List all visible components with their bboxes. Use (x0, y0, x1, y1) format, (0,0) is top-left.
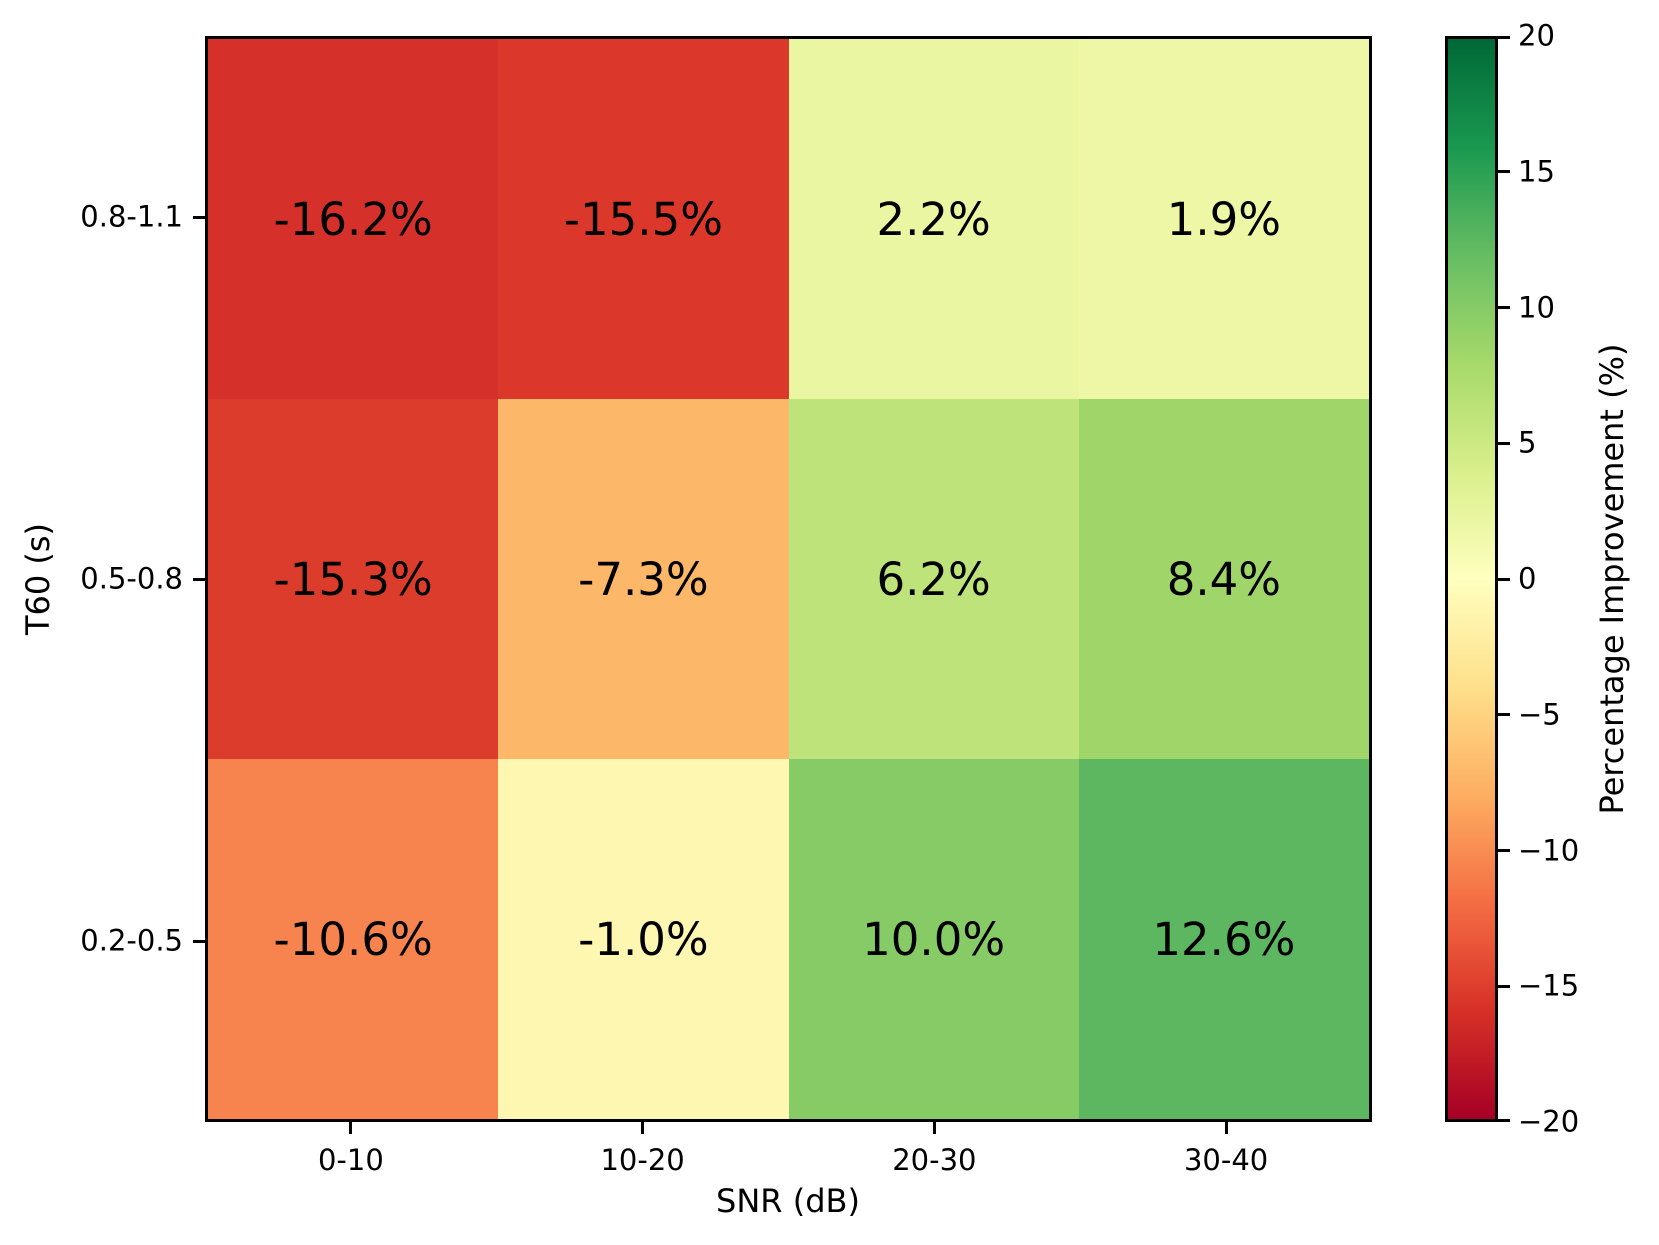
colorbar-title: Percentage Improvement (%) (1593, 343, 1631, 815)
cell-value-label: 12.6% (1152, 912, 1296, 966)
cell-value-label: -10.6% (273, 912, 433, 966)
cell-value-label: 1.9% (1166, 192, 1282, 246)
x-axis-title: SNR (dB) (716, 1182, 860, 1220)
y-axis-tick (193, 215, 205, 219)
heatmap-cell: -10.6% (208, 759, 499, 1119)
y-axis-title: T60 (s) (19, 522, 57, 636)
x-axis-tick (1224, 1122, 1228, 1134)
x-axis-tick-label: 10-20 (600, 1143, 685, 1177)
colorbar-tick-label: −10 (1518, 833, 1580, 867)
colorbar-tick (1498, 441, 1510, 445)
colorbar-tick-label: −5 (1518, 697, 1561, 732)
y-axis-tick (193, 577, 205, 581)
colorbar-gradient (1448, 39, 1495, 1119)
heatmap-cell: -1.0% (498, 759, 789, 1119)
colorbar-tick (1498, 577, 1510, 581)
cell-value-label: 8.4% (1166, 552, 1282, 606)
colorbar-tick (1498, 170, 1510, 174)
x-axis-tick-label: 30-40 (1183, 1143, 1269, 1177)
heatmap-cell: 6.2% (788, 399, 1079, 759)
x-axis-tick-label: 0-10 (317, 1143, 384, 1177)
colorbar-tick (1498, 984, 1510, 988)
colorbar (1445, 36, 1498, 1122)
colorbar-tick-label: −20 (1518, 1104, 1580, 1139)
cell-value-label: -15.5% (563, 192, 723, 246)
cell-value-label: 10.0% (862, 912, 1006, 966)
cell-value-label: -16.2% (273, 192, 433, 246)
colorbar-tick (1498, 306, 1510, 309)
colorbar-tick-label: 5 (1518, 425, 1537, 460)
colorbar-tick (1498, 849, 1510, 852)
colorbar-tick (1498, 36, 1510, 39)
heatmap-cell: 10.0% (788, 759, 1079, 1119)
heatmap-plot-area: -16.2% -15.5% 2.2% 1.9% -15.3% -7.3% 6.2% 8.4% -… (205, 36, 1372, 1122)
y-axis-tick (193, 939, 205, 943)
heatmap-cell: -15.5% (498, 39, 789, 399)
y-axis-tick-label: 0.2-0.5 (80, 923, 183, 958)
y-axis-tick-label: 0.5-0.8 (80, 561, 183, 596)
heatmap-cell-grid: -16.2% -15.5% 2.2% 1.9% -15.3% -7.3% 6.2% 8.4% -… (208, 39, 1369, 1119)
x-axis-tick-label: 20-30 (892, 1143, 977, 1177)
heatmap-cell: -16.2% (208, 39, 499, 399)
heatmap-cell: 1.9% (1078, 39, 1369, 399)
cell-value-label: 2.2% (876, 192, 991, 246)
cell-value-label: -1.0% (578, 912, 709, 966)
colorbar-tick-label: 20 (1518, 18, 1555, 53)
colorbar-tick (1498, 713, 1510, 717)
colorbar-tick-label: −15 (1518, 968, 1580, 1003)
colorbar-tick-label: 10 (1518, 290, 1555, 324)
colorbar-tick (1498, 1119, 1510, 1122)
cell-value-label: -7.3% (578, 552, 709, 606)
heatmap-cell: 2.2% (788, 39, 1079, 399)
x-axis-tick (641, 1122, 645, 1134)
colorbar-tick-label: 0 (1518, 561, 1537, 596)
heatmap-cell: 8.4% (1078, 399, 1369, 759)
heatmap-cell: -7.3% (498, 399, 789, 759)
x-axis-tick (349, 1122, 353, 1134)
cell-value-label: -15.3% (273, 552, 433, 606)
x-axis-tick (932, 1122, 936, 1134)
cell-value-label: 6.2% (876, 552, 991, 606)
heatmap-cell: -15.3% (208, 399, 499, 759)
heatmap-cell: 12.6% (1078, 759, 1369, 1119)
y-axis-tick-label: 0.8-1.1 (80, 199, 183, 234)
colorbar-tick-label: 15 (1518, 154, 1555, 189)
